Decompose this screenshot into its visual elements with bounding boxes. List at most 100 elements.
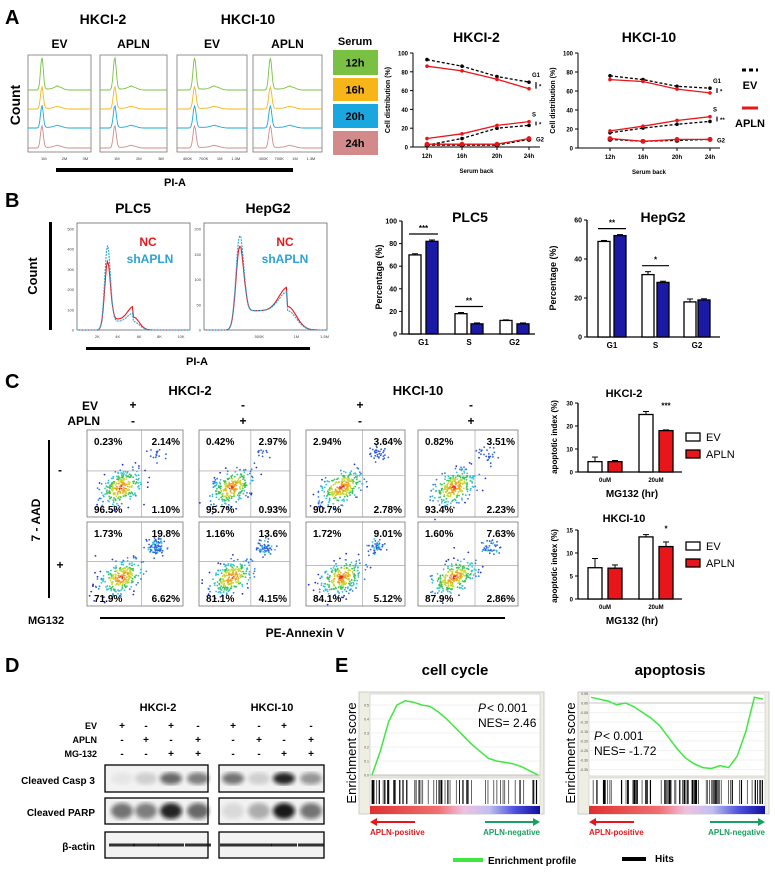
event-dot	[343, 564, 346, 567]
y-axis-label: Enrichment score	[563, 702, 578, 803]
quadrant-ll-percent: 96.5%	[94, 505, 122, 516]
event-dot	[444, 504, 447, 507]
event-dot	[346, 488, 349, 491]
event-dot	[132, 469, 134, 471]
event-dot	[221, 500, 224, 502]
event-dot	[341, 591, 344, 593]
legend-hits-label: Hits	[655, 854, 674, 865]
event-dot	[211, 493, 214, 496]
event-dot	[355, 562, 358, 565]
event-dot	[470, 562, 473, 564]
serum-legend-swatch	[333, 50, 378, 75]
event-dot	[268, 456, 271, 459]
event-dot	[486, 459, 489, 462]
bar-ev-0um	[587, 567, 603, 600]
event-dot	[219, 471, 222, 474]
event-dot	[241, 475, 244, 478]
sign: +	[467, 414, 474, 428]
event-dot	[226, 574, 228, 577]
event-dot	[135, 584, 138, 586]
event-dot	[237, 492, 240, 495]
event-dot	[135, 557, 138, 560]
event-dot	[220, 572, 223, 575]
event-dot	[343, 492, 345, 495]
event-dot	[208, 588, 210, 591]
y-tick-label: 0	[72, 328, 75, 333]
event-dot	[211, 495, 214, 498]
event-dot	[348, 577, 350, 580]
blot-band	[160, 803, 182, 819]
event-dot	[464, 587, 466, 589]
y-tick-label: 400	[67, 247, 74, 252]
x-tick-label: G2	[692, 341, 703, 350]
event-dot	[126, 560, 129, 562]
bar-ev-20um	[638, 536, 654, 600]
event-dot	[106, 489, 108, 491]
event-dot	[214, 597, 217, 600]
event-dot	[237, 498, 240, 501]
event-dot	[117, 477, 120, 479]
event-dot	[455, 471, 458, 474]
event-dot	[221, 498, 224, 500]
event-dot	[454, 487, 457, 489]
event-dot	[354, 485, 357, 488]
event-dot	[439, 483, 442, 485]
sign: +	[168, 749, 174, 760]
event-dot	[366, 485, 368, 488]
event-dot	[489, 462, 492, 465]
legend-apln-swatch	[685, 449, 701, 459]
event-dot	[434, 594, 436, 597]
data-point	[675, 122, 679, 127]
y-tick-label: 0.3	[364, 732, 369, 736]
event-dot	[445, 584, 447, 587]
event-dot	[227, 573, 230, 576]
axis-tick-label: 1M	[41, 156, 47, 161]
event-dot	[241, 487, 244, 490]
event-dot	[467, 551, 470, 554]
legend-apln-label: APLN	[706, 558, 735, 570]
event-dot	[114, 570, 116, 573]
event-dot	[333, 560, 335, 562]
event-dot	[382, 458, 384, 461]
event-dot	[160, 542, 163, 545]
sign: -	[131, 414, 135, 428]
event-dot	[137, 564, 140, 567]
event-dot	[355, 587, 357, 589]
event-dot	[328, 497, 331, 500]
event-dot	[350, 470, 353, 472]
flow-plot-frame	[417, 521, 519, 607]
event-dot	[461, 468, 464, 470]
panel-label: D	[5, 655, 19, 677]
event-dot	[266, 547, 269, 550]
event-dot	[122, 479, 125, 481]
event-dot	[371, 448, 374, 451]
event-dot	[130, 576, 133, 579]
axis-tick-label: 1.3M	[307, 156, 316, 161]
y-tick-label: 20	[389, 309, 397, 316]
event-dot	[330, 488, 333, 490]
x-axis-label: Serum back	[632, 170, 667, 176]
event-dot	[344, 586, 347, 589]
event-dot	[436, 580, 439, 582]
sign: -	[196, 721, 199, 732]
event-dot	[482, 542, 485, 544]
event-dot	[106, 486, 109, 488]
event-dot	[106, 492, 108, 495]
event-dot	[109, 484, 111, 487]
event-dot	[446, 574, 449, 577]
event-dot	[435, 485, 437, 488]
event-dot	[153, 540, 156, 542]
event-dot	[244, 481, 247, 484]
sign: -	[241, 398, 245, 412]
event-dot	[449, 584, 452, 587]
event-dot	[247, 579, 250, 581]
event-dot	[125, 578, 127, 581]
event-dot	[268, 551, 270, 554]
event-dot	[344, 477, 347, 479]
event-dot	[148, 476, 151, 479]
event-dot	[449, 476, 452, 479]
event-dot	[440, 591, 443, 594]
event-dot	[452, 485, 455, 488]
event-dot	[441, 500, 443, 503]
event-dot	[239, 497, 242, 500]
